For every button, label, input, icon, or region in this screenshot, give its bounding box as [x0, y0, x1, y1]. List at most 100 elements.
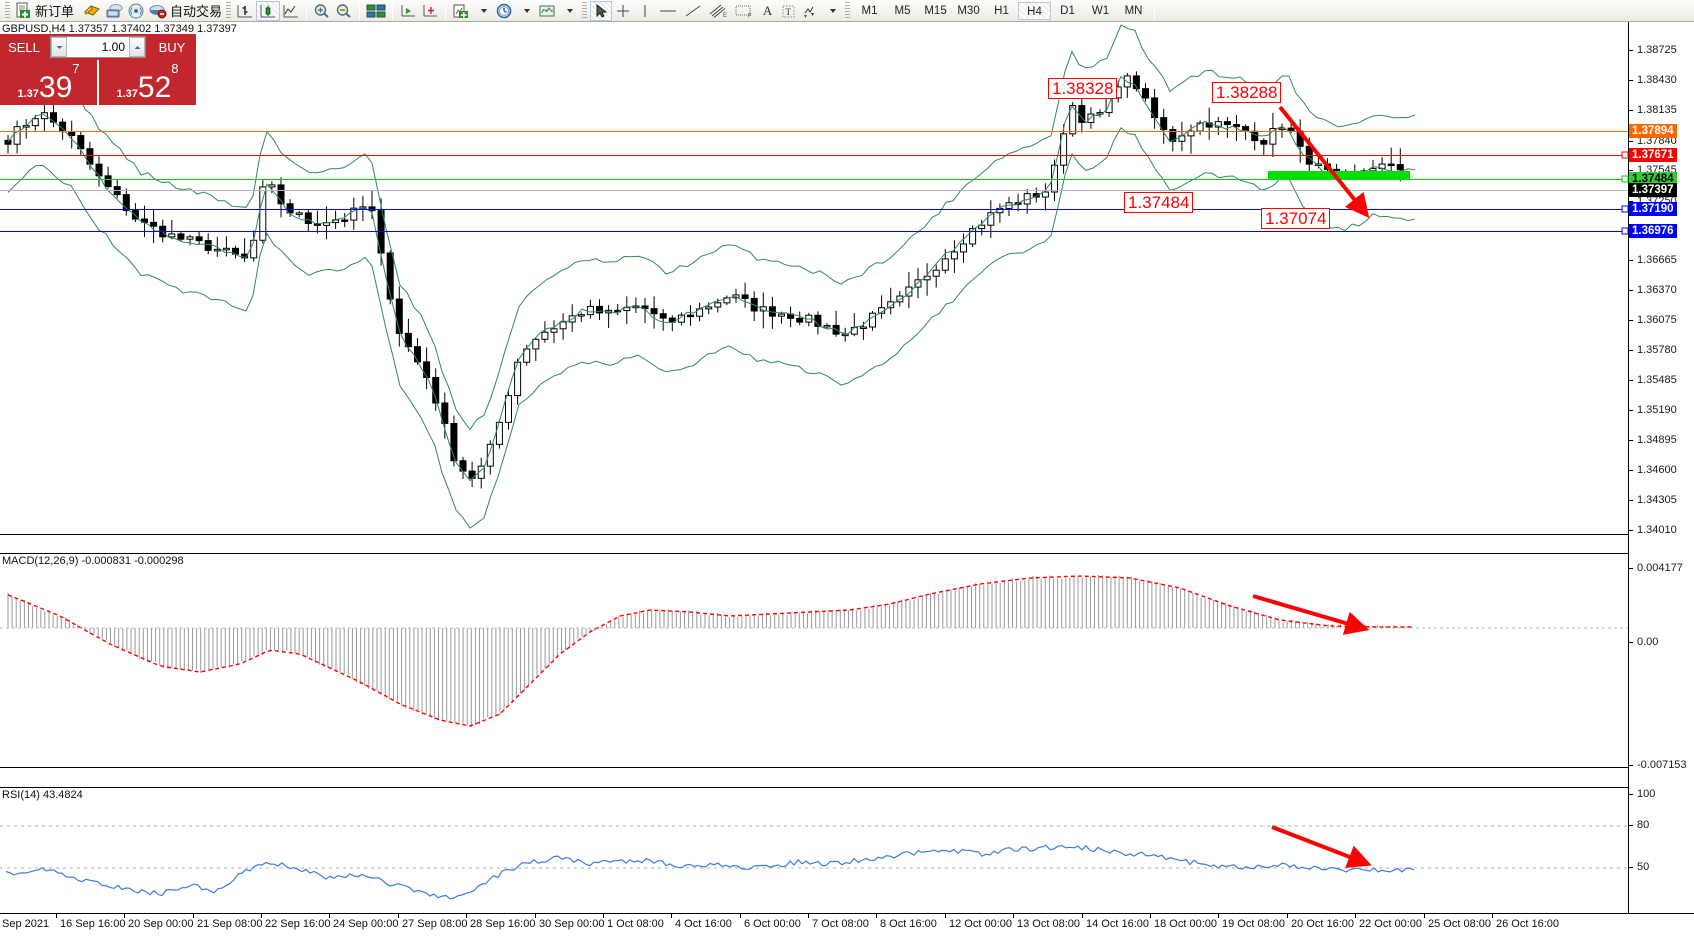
time-tick: 1 Oct 08:00 — [607, 918, 664, 930]
candlestick — [778, 311, 785, 324]
fibonacci-icon[interactable]: E — [705, 1, 731, 21]
data-center-icon[interactable] — [103, 1, 125, 21]
trade-panel-prices: 1.37 39 7 1.37 52 8 — [0, 60, 196, 105]
shift-end-icon[interactable] — [397, 1, 419, 21]
chevron-down-icon-templates[interactable] — [558, 1, 579, 21]
signals-icon[interactable] — [125, 1, 147, 21]
price-label-resistance[interactable]: 1.37894 — [1629, 124, 1677, 138]
chevron-down-icon-objects[interactable] — [821, 1, 842, 21]
time-tick-mark — [466, 914, 467, 918]
zoom-in-icon[interactable] — [311, 1, 333, 21]
time-tick: 16 Sep 16:00 — [60, 918, 126, 930]
candlestick — [450, 415, 458, 467]
tag-137074[interactable]: 1.37074 — [1261, 208, 1331, 229]
candlestick — [1169, 126, 1177, 152]
candlestick — [222, 236, 230, 257]
period-icon[interactable] — [493, 1, 515, 21]
toolbar-separator-2 — [359, 1, 361, 20]
auto-scroll-icon[interactable] — [419, 1, 441, 21]
zoom-out-icon[interactable] — [333, 1, 355, 21]
volume-increase-button[interactable] — [129, 37, 145, 57]
trendline-icon[interactable] — [681, 1, 705, 21]
price-label-blue-1-line[interactable] — [0, 209, 1628, 210]
price-label-blue-2[interactable]: 1.36976 — [1629, 224, 1677, 238]
price-label-current-line[interactable] — [0, 190, 1628, 191]
price-label-red-handle[interactable] — [1621, 151, 1629, 159]
price-label-green[interactable]: 1.37484 — [1629, 172, 1677, 186]
volume-input[interactable]: 1.00 — [101, 40, 125, 54]
price-label-resistance-line[interactable] — [0, 131, 1628, 132]
time-scale[interactable]: Sep 2021 16 Sep 16:00 20 Sep 00:00 21 Sep 0… — [0, 913, 1694, 938]
price-label-blue-2-line[interactable] — [0, 231, 1628, 232]
candlestick — [350, 197, 358, 230]
chart-container[interactable]: GBPUSD,H4 1.37357 1.37402 1.37349 1.3739… — [0, 22, 1694, 941]
auto-trading-button[interactable]: 自动交易 — [170, 4, 223, 19]
new-order-button[interactable]: 新订单 — [35, 4, 75, 19]
price-label-red-line[interactable] — [0, 155, 1628, 156]
chevron-down-icon-indicators[interactable] — [472, 1, 493, 21]
one-click-trading-panel[interactable]: SELL 1.00 BUY 1.37 39 7 — [0, 34, 196, 105]
toolbar-grip-4[interactable] — [845, 1, 851, 20]
timeframe-m15[interactable]: M15 — [924, 4, 947, 17]
timeframe-w1[interactable]: W1 — [1091, 4, 1110, 17]
line-chart-icon[interactable] — [280, 1, 302, 21]
objects-icon[interactable] — [799, 1, 821, 21]
tag-137484[interactable]: 1.37484 — [1124, 192, 1194, 213]
time-tick: 25 Oct 08:00 — [1428, 918, 1491, 930]
channel-icon[interactable]: F — [731, 1, 757, 21]
candlestick — [559, 313, 567, 340]
macd-pane[interactable]: MACD(12,26,9) -0.000831 -0.000298 — [0, 553, 1628, 768]
candlestick-chart-icon[interactable] — [256, 0, 281, 21]
candlestick — [204, 233, 212, 255]
timeframe-m30[interactable]: M30 — [957, 4, 980, 17]
price-label-blue-1[interactable]: 1.37190 — [1629, 202, 1677, 216]
chevron-down-icon-period[interactable] — [515, 1, 536, 21]
timeframe-h4[interactable]: H4 — [1018, 1, 1052, 20]
candlestick — [596, 299, 603, 320]
toolbar-grip-3[interactable] — [582, 1, 588, 20]
price-label-green-handle[interactable] — [1621, 175, 1629, 183]
crosshair-icon[interactable] — [612, 1, 634, 21]
candlestick — [950, 240, 958, 273]
timeframe-h1[interactable]: H1 — [994, 4, 1009, 17]
timeframe-m5[interactable]: M5 — [894, 4, 911, 17]
indicators-icon[interactable] — [450, 1, 472, 21]
sell-button[interactable]: 1.37 39 7 — [0, 60, 97, 105]
toolbar-grip-2[interactable] — [226, 1, 232, 20]
templates-icon[interactable] — [536, 1, 558, 21]
price-label-blue-1-handle[interactable] — [1621, 205, 1629, 213]
tag-138328[interactable]: 1.38328 — [1048, 78, 1118, 99]
tile-windows-icon[interactable] — [364, 1, 388, 21]
price-tick: 1.35780 — [1629, 344, 1677, 356]
horizontal-line-icon[interactable] — [655, 1, 681, 21]
chart-symbol-label: GBPUSD,H4 1.37357 1.37402 1.37349 1.3739… — [2, 23, 237, 35]
toolbar-grip[interactable] — [5, 1, 10, 20]
volume-control[interactable]: 1.00 — [48, 34, 148, 60]
expert-advisor-icon[interactable] — [81, 1, 103, 21]
price-label-blue-2-handle[interactable] — [1621, 227, 1629, 235]
label-icon[interactable]: T — [778, 1, 799, 21]
time-tick-mark — [56, 914, 57, 918]
macd-signal-line — [7, 575, 1412, 727]
text-icon[interactable]: A — [762, 2, 773, 18]
bar-chart-icon[interactable] — [234, 1, 256, 21]
timeframe-m1[interactable]: M1 — [861, 4, 878, 17]
timeframe-mn[interactable]: MN — [1124, 4, 1143, 17]
candlestick — [341, 212, 349, 228]
price-label-red[interactable]: 1.37671 — [1629, 148, 1677, 162]
vertical-line-icon[interactable] — [634, 1, 655, 21]
timeframe-d1[interactable]: D1 — [1060, 4, 1075, 17]
candlestick — [195, 231, 203, 245]
macd-plot — [0, 575, 1628, 728]
price-label-current[interactable]: 1.37397 — [1629, 183, 1677, 197]
new-order-icon[interactable] — [13, 1, 34, 21]
cursor-icon[interactable] — [590, 0, 613, 21]
candlestick — [486, 440, 494, 475]
auto-trading-icon[interactable] — [147, 1, 169, 21]
buy-button[interactable]: 1.37 52 8 — [97, 60, 196, 105]
time-tick: 12 Oct 00:00 — [949, 918, 1012, 930]
tag-138288[interactable]: 1.38288 — [1212, 82, 1282, 103]
price-label-green-line[interactable] — [0, 179, 1628, 180]
candlestick — [741, 282, 749, 308]
volume-decrease-button[interactable] — [51, 37, 67, 57]
